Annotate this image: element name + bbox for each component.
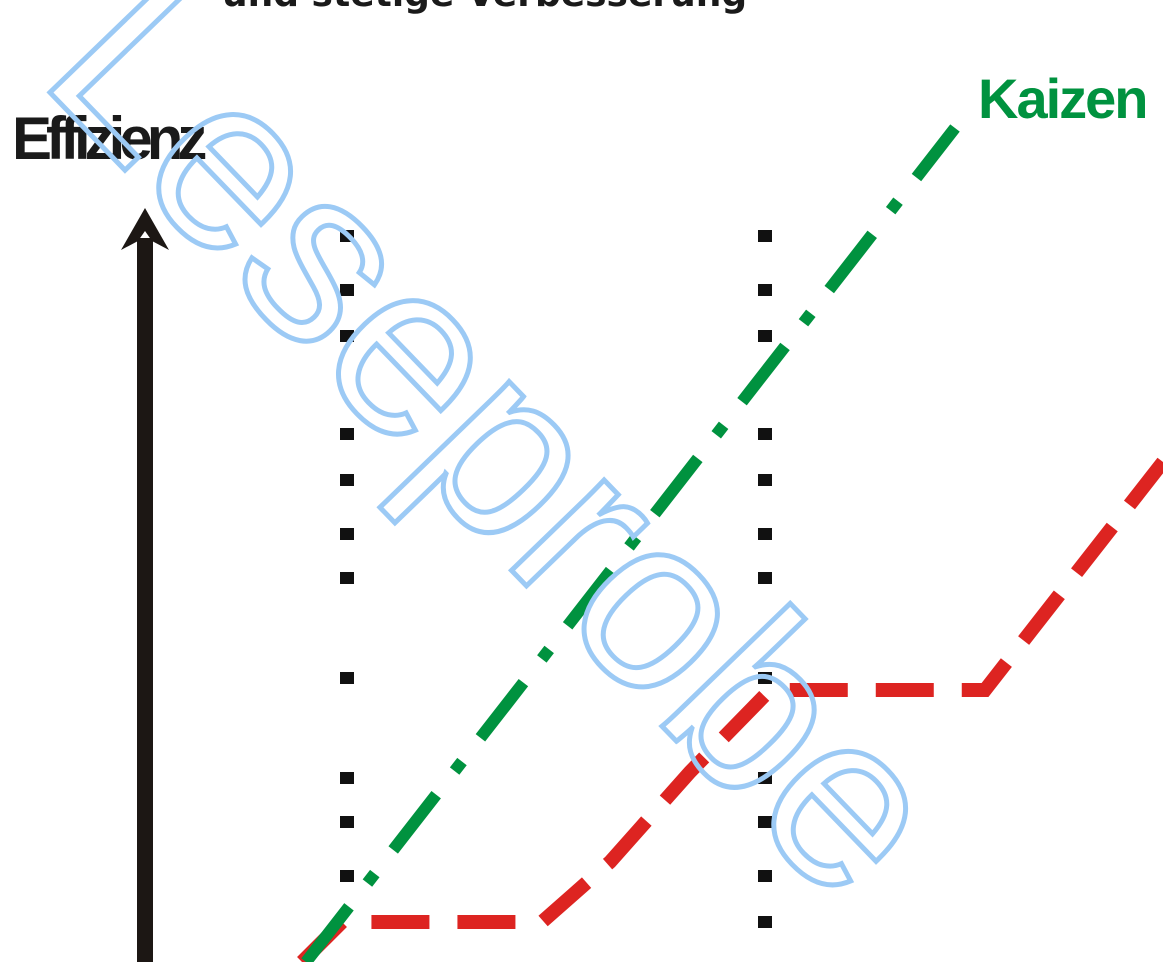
guide-dot [758,816,772,828]
dotted-guide-left [340,230,354,882]
y-axis-shaft [137,238,153,962]
guide-dot [340,230,354,242]
guide-dot [758,474,772,486]
y-axis-arrow [121,208,169,962]
guide-dot [758,428,772,440]
guide-dot [340,428,354,440]
guide-dot [340,474,354,486]
diagram-caption: und stetige Verbesserung [222,0,747,15]
guide-dot [340,330,354,342]
guide-dot [758,870,772,882]
kaizen-label: Kaizen [978,67,1148,130]
guide-dot [340,816,354,828]
guide-dot [340,772,354,784]
dotted-guide-right [758,230,772,928]
kaizen-line [301,124,960,962]
guide-dot [340,672,354,684]
guide-dot [758,916,772,928]
y-axis-arrowhead [121,208,169,250]
guide-dot [758,528,772,540]
guide-dot [758,284,772,296]
guide-dot [758,330,772,342]
guide-dot [340,528,354,540]
y-axis-label: Effizienz [12,105,207,172]
guide-dot [758,672,772,684]
guide-dot [340,284,354,296]
guide-dot [758,230,772,242]
guide-dot [340,572,354,584]
guide-dot [758,772,772,784]
innovation-step-line [297,457,1163,962]
guide-dot [758,572,772,584]
guide-dot [340,870,354,882]
